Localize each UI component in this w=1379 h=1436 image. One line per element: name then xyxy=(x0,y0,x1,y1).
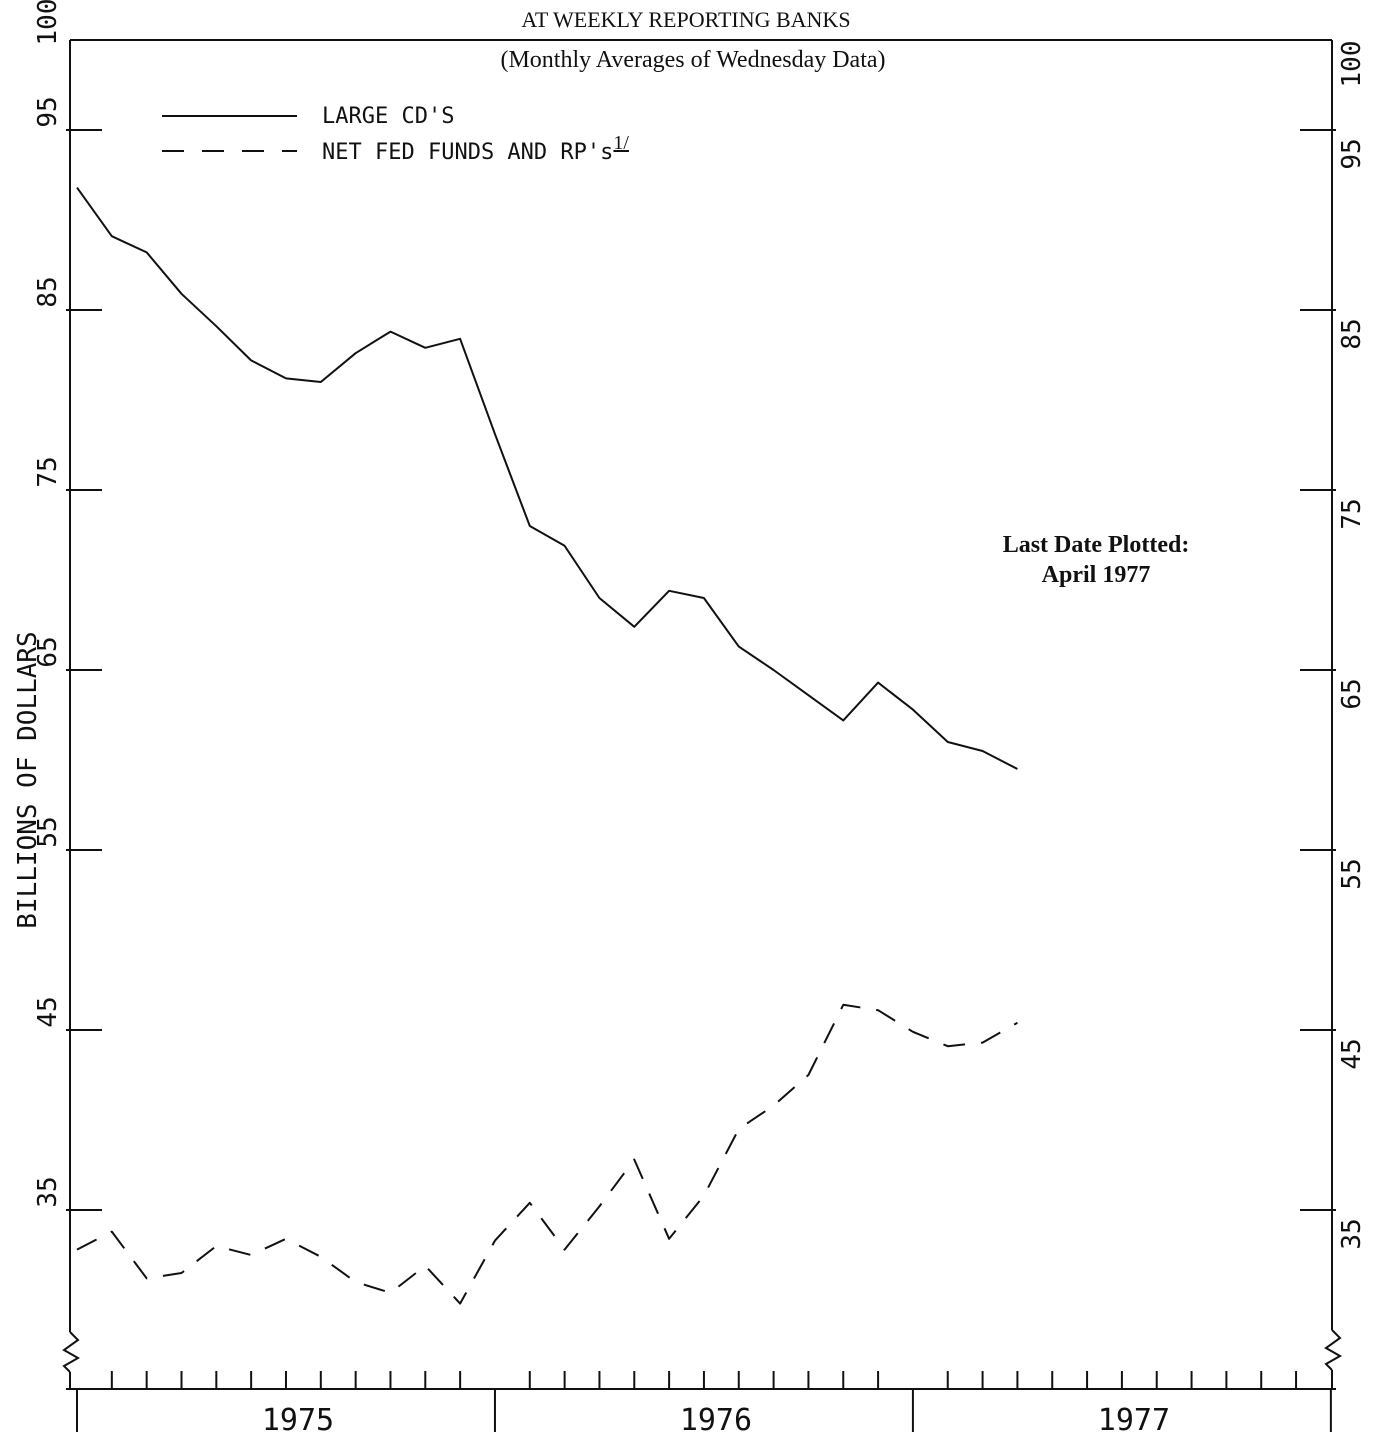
y-axis-title: BILLIONS OF DOLLARS xyxy=(13,631,43,928)
y-tick-label-left: 95 xyxy=(33,96,63,127)
y-tick-label-left: 35 xyxy=(33,1176,63,1207)
legend-footnote-marker: 1/ xyxy=(613,132,629,154)
right-axis-break xyxy=(1324,1329,1343,1371)
y-tick-label-left: 55 xyxy=(33,816,63,847)
y-ticks: 35 35 45 45 55 55 65 65 75 75 85 85 95 95 100 100 xyxy=(33,0,1367,1250)
y-tick-label-right: 65 xyxy=(1337,678,1367,709)
plot-frame xyxy=(62,39,1343,1390)
y-tick-label-left: 45 xyxy=(33,996,63,1027)
series-lines xyxy=(76,187,1018,1305)
legend-label-net-fed-funds: NET FED FUNDS AND RP's1/ xyxy=(322,132,629,165)
y-tick-label-left: 75 xyxy=(33,456,63,487)
y-tick-label-right: 75 xyxy=(1337,498,1367,529)
series-line-large-cds xyxy=(76,187,1018,770)
chart-subtitle: (Monthly Averages of Wednesday Data) xyxy=(500,47,885,73)
y-tick-label-right: 35 xyxy=(1337,1218,1367,1249)
x-tick-label-year: 1977 xyxy=(1098,1403,1170,1436)
y-tick-label-left: 65 xyxy=(33,636,63,667)
annotation-line-2: April 1977 xyxy=(1042,562,1151,588)
y-tick-label-right: 55 xyxy=(1337,858,1367,889)
y-tick-label-right: 95 xyxy=(1337,138,1367,169)
legend-label-large-cds: LARGE CD'S xyxy=(322,104,454,129)
series-line-net-fed-funds xyxy=(76,1003,1018,1305)
y-tick-label-left: 100 xyxy=(33,0,63,45)
legend-label-net-fed-funds-text: NET FED FUNDS AND RP's xyxy=(322,140,613,165)
y-tick-label-left: 85 xyxy=(33,276,63,307)
x-tick-label-year: 1975 xyxy=(262,1403,334,1436)
x-tick-label-year: 1976 xyxy=(680,1403,752,1436)
left-axis-break xyxy=(62,1331,81,1373)
y-tick-label-right: 85 xyxy=(1337,318,1367,349)
y-tick-label-right: 100 xyxy=(1337,41,1367,88)
x-ticks: 1975 1976 1977 xyxy=(76,1371,1332,1436)
legend: LARGE CD'S NET FED FUNDS AND RP's1/ xyxy=(162,104,629,165)
chart-title: AT WEEKLY REPORTING BANKS xyxy=(521,7,850,32)
annotation-line-1: Last Date Plotted: xyxy=(1003,532,1190,558)
y-tick-label-right: 45 xyxy=(1337,1038,1367,1069)
